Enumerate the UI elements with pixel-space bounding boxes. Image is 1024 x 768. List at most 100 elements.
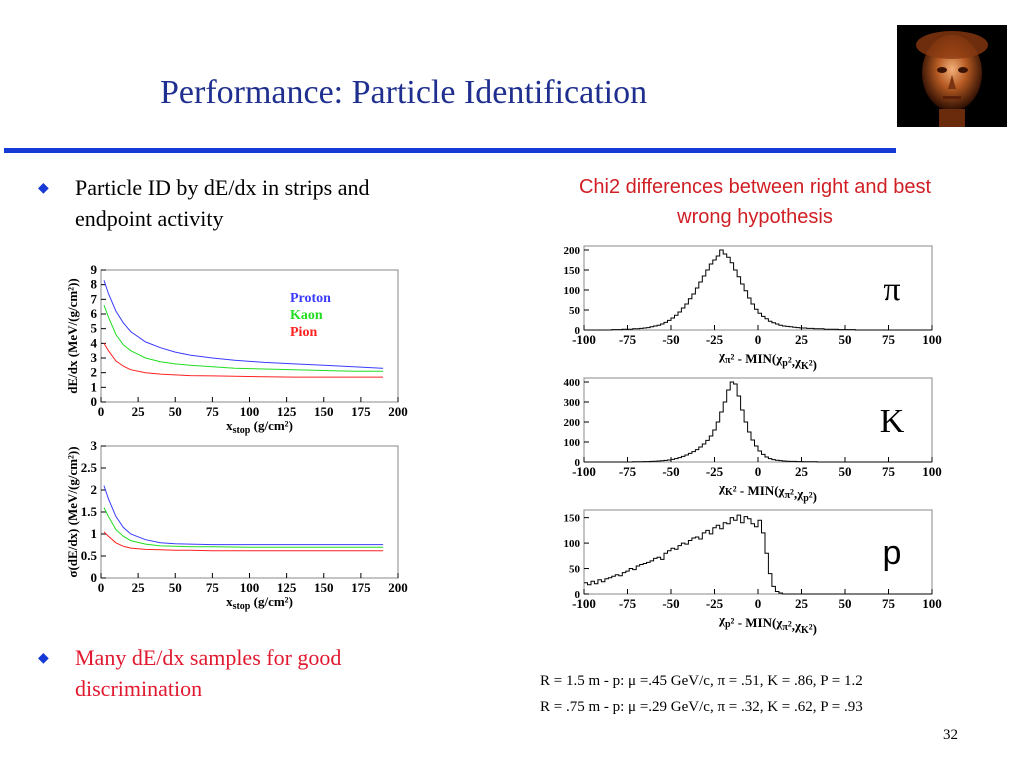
x-tick-label: -100 <box>572 332 596 347</box>
series-line <box>103 280 384 369</box>
x-tick-label: -75 <box>619 464 637 479</box>
x-tick-label: 25 <box>795 464 809 479</box>
x-tick-label: 50 <box>169 580 182 595</box>
y-tick-label: 0 <box>91 394 98 409</box>
proton-chi2-histogram: -100 -75 -50 -25 0 25 50 75 100 0 50 100 150 χp² - MI… <box>564 509 942 636</box>
y-tick-label: 300 <box>564 397 581 409</box>
series-line <box>103 485 384 546</box>
particle-label: K <box>880 403 905 440</box>
x-tick-label: 125 <box>277 404 297 419</box>
x-tick-label: 200 <box>388 404 408 419</box>
y-tick-label: 3 <box>91 438 98 453</box>
pion-chi2-histogram: -100 -75 -50 -25 0 25 50 75 100 0 50 100 150 200 χπ² -… <box>564 245 942 372</box>
y-tick-label: 150 <box>564 513 581 525</box>
x-tick-label: 75 <box>206 404 220 419</box>
y-tick-label: 3 <box>91 350 98 365</box>
bullet-text-1: Particle ID by dE/dx in strips and endpo… <box>75 175 370 231</box>
x-tick-label: 75 <box>206 580 220 595</box>
y-tick-label: 50 <box>569 305 581 317</box>
y-tick-label: 1 <box>91 379 98 394</box>
x-tick-label: -100 <box>572 464 596 479</box>
x-tick-label: 50 <box>839 332 852 347</box>
y-tick-label: 50 <box>569 564 581 576</box>
x-tick-label: 125 <box>277 580 297 595</box>
particle-label: π <box>883 271 900 308</box>
legend-entry: Proton <box>290 291 331 306</box>
x-tick-label: -25 <box>706 464 724 479</box>
y-tick-label: 2 <box>91 482 98 497</box>
y-tick-label: 200 <box>564 245 581 257</box>
x-tick-label: -50 <box>662 464 679 479</box>
sigma-dedx-chart: 0 25 50 75 100 125 150 175 200 0 0.5 1 1.5 2 2.5 3 xstop… <box>65 438 408 612</box>
title-divider <box>4 148 896 153</box>
x-tick-label: 25 <box>795 596 809 611</box>
resolution-note-2: R = .75 m - p: μ =.29 GeV/c, π = .32, K … <box>540 699 863 715</box>
y-tick-label: 0 <box>575 325 581 337</box>
x-tick-label: -50 <box>662 332 679 347</box>
series-line <box>103 507 384 548</box>
y-tick-label: 100 <box>564 437 581 449</box>
x-axis-label: χp² - MIN(χπ²,χK²) <box>718 612 817 636</box>
x-tick-label: 100 <box>922 332 942 347</box>
x-tick-label: 100 <box>922 464 942 479</box>
histogram-line <box>584 514 932 595</box>
x-tick-label: -75 <box>619 332 637 347</box>
y-tick-label: 100 <box>564 538 581 550</box>
y-tick-label: 8 <box>91 277 98 292</box>
x-tick-label: -25 <box>706 332 724 347</box>
histogram-heading: Chi2 differences between right and best … <box>578 176 932 228</box>
series-line <box>103 343 384 378</box>
diamond-bullet-icon: ◆ <box>38 651 49 666</box>
y-tick-label: 150 <box>564 265 581 277</box>
y-tick-label: 0 <box>575 457 581 469</box>
x-tick-label: 25 <box>132 404 146 419</box>
histogram-line <box>584 249 932 331</box>
diamond-bullet-icon: ◆ <box>38 181 49 196</box>
x-tick-label: 25 <box>795 332 809 347</box>
x-tick-label: 0 <box>755 464 762 479</box>
x-tick-label: 0 <box>98 580 105 595</box>
x-tick-label: 75 <box>882 464 896 479</box>
plot-frame <box>583 245 933 331</box>
logo-image <box>897 25 1007 127</box>
histogram-line <box>584 381 932 463</box>
x-tick-label: 75 <box>882 596 896 611</box>
resolution-note-1: R = 1.5 m - p: μ =.45 GeV/c, π = .51, K … <box>540 673 863 689</box>
y-tick-label: 400 <box>564 377 581 389</box>
x-axis-label: xstop (g/cm²) <box>226 594 293 612</box>
y-tick-label: 1.5 <box>81 504 98 519</box>
x-axis-label: χK² - MIN(χπ²,χp²) <box>718 480 817 504</box>
legend-entry: Kaon <box>290 308 323 323</box>
y-tick-label: 100 <box>564 285 581 297</box>
x-tick-label: 0 <box>98 404 105 419</box>
x-tick-label: 75 <box>882 332 896 347</box>
y-tick-label: 0.5 <box>81 548 98 563</box>
y-tick-label: 5 <box>91 321 98 336</box>
plot-frame <box>100 269 399 403</box>
x-tick-label: 175 <box>351 404 371 419</box>
x-tick-label: 0 <box>755 596 762 611</box>
x-tick-label: 50 <box>169 404 182 419</box>
y-tick-label: 0 <box>91 570 98 585</box>
plot-frame <box>100 445 399 579</box>
x-tick-label: 50 <box>839 464 852 479</box>
y-tick-label: 1 <box>91 526 98 541</box>
particle-label: p <box>883 534 902 572</box>
series-line <box>103 305 384 372</box>
x-axis-label: xstop (g/cm²) <box>226 418 293 436</box>
slide-title: Performance: Particle Identification <box>160 74 648 111</box>
x-tick-label: 0 <box>755 332 762 347</box>
y-tick-label: 200 <box>564 417 581 429</box>
x-tick-label: 150 <box>314 580 334 595</box>
kaon-chi2-histogram: -100 -75 -50 -25 0 25 50 75 100 0 100 200 300 400 χK² … <box>564 377 942 504</box>
y-tick-label: 2.5 <box>81 460 98 475</box>
y-axis-label: dE/dx (MeV/(g/cm²)) <box>65 278 80 393</box>
x-tick-label: -25 <box>706 596 724 611</box>
y-tick-label: 6 <box>91 306 98 321</box>
x-tick-label: 100 <box>240 404 260 419</box>
x-tick-label: -50 <box>662 596 679 611</box>
y-tick-label: 7 <box>91 291 98 306</box>
x-tick-label: 100 <box>922 596 942 611</box>
y-tick-label: 0 <box>575 589 581 601</box>
